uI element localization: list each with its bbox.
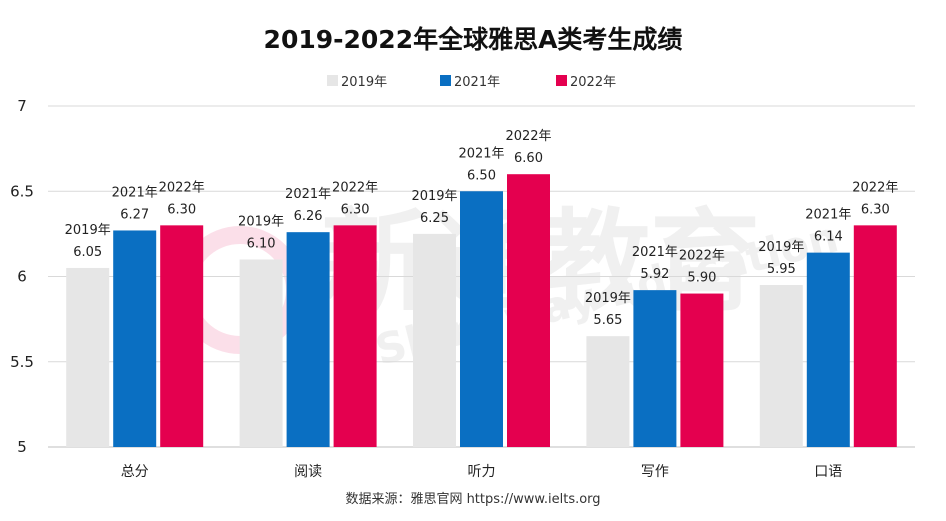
bar-series-label: 2019年: [411, 189, 457, 204]
bar-series-label: 2022年: [679, 249, 725, 264]
y-tick-label: 5.5: [10, 353, 34, 371]
bar: [113, 230, 157, 447]
x-category-label: 听力: [468, 464, 496, 480]
bar-value-label: 6.10: [247, 236, 276, 251]
bar: [239, 259, 283, 447]
bar: [333, 225, 377, 447]
legend-label-2022: 2022年: [570, 75, 617, 90]
chart-title: 2019-2022年全球雅思A类考生成绩: [263, 25, 683, 54]
bar-value-label: 6.60: [514, 151, 543, 166]
bar-series-label: 2021年: [112, 185, 158, 200]
x-category-label: 总分: [121, 464, 149, 480]
bar-series-label: 2022年: [159, 180, 205, 195]
bar-series-label: 2019年: [758, 240, 804, 255]
bar-value-label: 5.65: [593, 313, 622, 328]
y-tick-label: 5: [17, 438, 27, 456]
bar-value-label: 6.27: [120, 207, 149, 222]
bar-value-label: 6.05: [73, 245, 102, 260]
bar: [160, 225, 204, 447]
bar: [759, 285, 803, 447]
y-tick-label: 6: [17, 268, 27, 286]
bar-value-label: 5.92: [640, 267, 669, 282]
legend-swatch-2022: [556, 75, 567, 86]
legend-item-2022: 2022年: [556, 71, 616, 90]
bar-value-label: 6.26: [294, 209, 323, 224]
legend-swatch-2019: [327, 75, 338, 86]
bar-series-label: 2021年: [285, 187, 331, 202]
bar: [853, 225, 897, 447]
bar: [633, 290, 677, 447]
bar-series-label: 2019年: [65, 223, 111, 238]
legend-swatch-2021: [440, 75, 451, 86]
chart-legend: 2019年 2021年 2022年: [0, 71, 946, 90]
bar: [680, 293, 724, 447]
source-note: 数据来源：雅思官网 https://www.ielts.org: [345, 492, 601, 507]
bar: [413, 233, 456, 447]
bar-series-label: 2022年: [852, 180, 898, 195]
legend-label-2019: 2019年: [341, 75, 388, 90]
bar-value-label: 6.30: [167, 202, 196, 217]
bar-value-label: 6.14: [814, 230, 843, 245]
y-tick-label: 7: [17, 97, 27, 115]
bar: [286, 232, 330, 447]
bar: [586, 336, 630, 447]
bar-value-label: 6.30: [861, 202, 890, 217]
bar-value-label: 5.95: [767, 262, 796, 277]
bar-series-label: 2021年: [632, 245, 678, 260]
bar: [66, 267, 110, 447]
legend-label-2021: 2021年: [454, 75, 501, 90]
bar: [806, 252, 850, 447]
legend-item-2021: 2021年: [440, 71, 500, 90]
bar-series-label: 2021年: [805, 208, 851, 223]
y-tick-label: 6.5: [10, 182, 34, 200]
bar-series-label: 2021年: [458, 146, 504, 161]
bar-value-label: 6.50: [467, 168, 496, 183]
bar: [460, 191, 503, 447]
bar-value-label: 5.90: [687, 271, 716, 286]
x-category-label: 写作: [641, 464, 669, 480]
bar-value-label: 6.30: [341, 202, 370, 217]
bar-series-label: 2022年: [332, 180, 378, 195]
x-category-label: 口语: [814, 464, 842, 480]
bar-series-label: 2022年: [505, 129, 551, 144]
bar-series-label: 2019年: [238, 214, 284, 229]
bar-value-label: 6.25: [420, 211, 449, 226]
bar-series-label: 2019年: [585, 291, 631, 306]
bar: [507, 174, 550, 447]
legend-item-2019: 2019年: [327, 71, 387, 90]
x-category-label: 阅读: [294, 463, 322, 480]
